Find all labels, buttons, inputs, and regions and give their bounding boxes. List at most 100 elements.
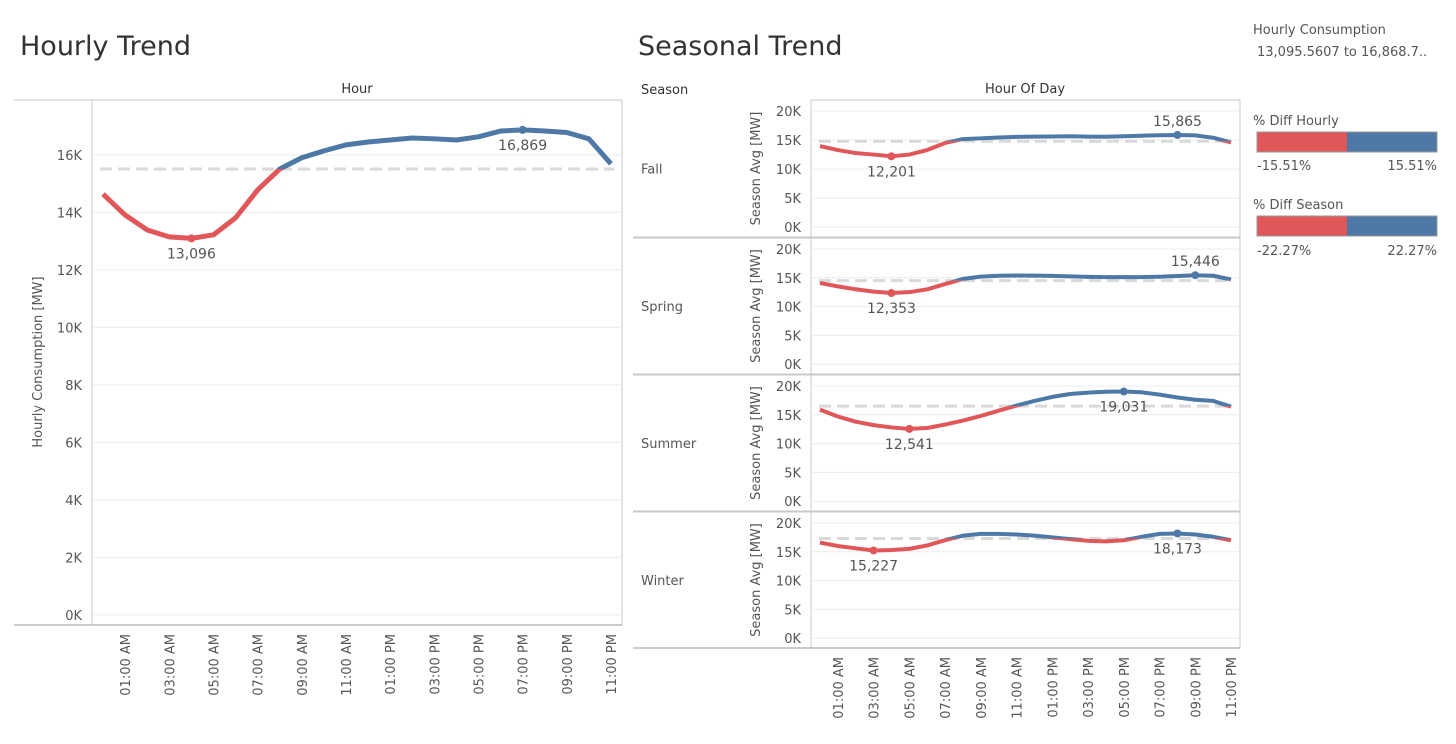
trend-line [949, 273, 1232, 281]
legend-max: 22.27% [1387, 244, 1437, 259]
y-tick-label: 10K [776, 163, 802, 178]
row-label: Summer [641, 437, 697, 452]
legend-title: % Diff Season [1253, 198, 1343, 213]
y-tick-label: 0K [65, 609, 82, 624]
value-label: 12,353 [867, 301, 916, 317]
legend-range: 13,095.5607 to 16,868.7.. [1257, 45, 1427, 60]
y-tick-label: 10K [776, 575, 802, 590]
y-tick-label: 20K [776, 243, 802, 258]
value-label: 15,865 [1153, 114, 1202, 130]
y-tick-label: 0K [784, 495, 801, 510]
y-axis-label: Season Avg [MW] [749, 386, 764, 500]
trend-line [819, 406, 1232, 431]
y-tick-label: 2K [65, 551, 82, 566]
legend-min: -15.51% [1257, 159, 1311, 174]
x-header: Hour [341, 82, 373, 97]
legend-panel: Hourly Consumption 13,095.5607 to 16,868… [1253, 23, 1438, 259]
x-tick-label: 09:00 AM [975, 657, 990, 719]
x-tick-label: 07:00 PM [1154, 657, 1169, 718]
x-tick-label: 01:00 AM [119, 634, 134, 696]
x-tick-label: 03:00 PM [1082, 657, 1097, 718]
y-tick-label: 0K [784, 632, 801, 647]
x-tick-label: 09:00 AM [296, 634, 311, 696]
value-label: 19,031 [1099, 400, 1148, 416]
x-tick-label: 05:00 AM [903, 657, 918, 719]
value-label: 15,446 [1171, 254, 1220, 270]
x-header: Hour Of Day [985, 82, 1065, 97]
x-tick-label: 01:00 AM [832, 657, 847, 719]
y-tick-label: 5K [784, 329, 801, 344]
value-label: 12,201 [867, 164, 916, 180]
y-tick-label: 20K [776, 517, 802, 532]
x-tick-label: 03:00 PM [428, 634, 443, 695]
y-tick-label: 5K [784, 603, 801, 618]
legend-bar [1257, 132, 1347, 152]
y-axis-label: Season Avg [MW] [749, 523, 764, 637]
y-tick-label: 15K [776, 409, 802, 424]
point [887, 152, 896, 161]
point [518, 125, 527, 134]
row-label: Spring [641, 300, 683, 315]
point [1191, 271, 1200, 280]
y-tick-label: 10K [776, 301, 802, 316]
y-tick-label: 0K [784, 221, 801, 236]
trend-line [819, 538, 1232, 553]
x-tick-label: 09:00 PM [1189, 657, 1204, 718]
y-tick-label: 15K [776, 272, 802, 287]
point [887, 289, 896, 298]
y-tick-label: 20K [776, 105, 802, 120]
y-tick-label: 6K [65, 436, 82, 451]
legend-frame [1256, 131, 1438, 153]
x-tick-label: 05:00 PM [472, 634, 487, 695]
trend-line [1007, 389, 1232, 407]
x-tick-label: 11:00 PM [605, 634, 620, 695]
y-tick-label: 0K [784, 358, 801, 373]
point [187, 234, 196, 243]
trend-line [944, 133, 1232, 142]
point [905, 424, 914, 433]
legend-bar [1347, 132, 1437, 152]
x-tick-label: 07:00 PM [517, 634, 532, 695]
value-label: 15,227 [849, 558, 898, 574]
x-tick-label: 11:00 PM [1225, 657, 1240, 718]
point [1173, 131, 1182, 140]
y-tick-label: 10K [776, 438, 802, 453]
legend-min: -22.27% [1257, 244, 1311, 259]
seasonal-title: Seasonal Trend [638, 31, 843, 62]
trend-line [943, 531, 1232, 539]
y-tick-label: 4K [65, 494, 82, 509]
x-tick-label: 11:00 AM [1011, 657, 1026, 719]
value-label: 13,096 [167, 246, 216, 262]
x-tick-label: 07:00 AM [939, 657, 954, 719]
hourly-title: Hourly Trend [20, 31, 191, 62]
x-tick-label: 09:00 PM [561, 634, 576, 695]
point [869, 546, 878, 555]
y-tick-label: 15K [776, 134, 802, 149]
row-label: Fall [641, 163, 662, 178]
y-tick-label: 5K [784, 192, 801, 207]
legend-max: 15.51% [1387, 159, 1437, 174]
point [1119, 387, 1128, 396]
y-tick-label: 20K [776, 380, 802, 395]
legend-frame [1256, 215, 1438, 237]
value-label: 16,869 [498, 138, 547, 154]
y-axis-label: Hourly Consumption [MW] [31, 276, 46, 447]
x-tick-label: 05:00 PM [1118, 657, 1133, 718]
row-label: Winter [641, 574, 685, 589]
x-tick-label: 07:00 AM [252, 634, 267, 696]
y-tick-label: 14K [57, 206, 83, 221]
y-tick-label: 5K [784, 466, 801, 481]
x-tick-label: 03:00 AM [868, 657, 883, 719]
value-label: 18,173 [1153, 541, 1202, 557]
legend-bar [1347, 216, 1437, 236]
y-tick-label: 10K [57, 321, 83, 336]
legend-bar [1257, 216, 1347, 236]
x-tick-label: 05:00 AM [207, 634, 222, 696]
x-tick-label: 03:00 AM [163, 634, 178, 696]
x-tick-label: 11:00 AM [340, 634, 355, 696]
point [1173, 529, 1182, 538]
x-tick-label: 01:00 PM [1046, 657, 1061, 718]
y-axis-label: Season Avg [MW] [749, 249, 764, 363]
y-tick-label: 15K [776, 546, 802, 561]
